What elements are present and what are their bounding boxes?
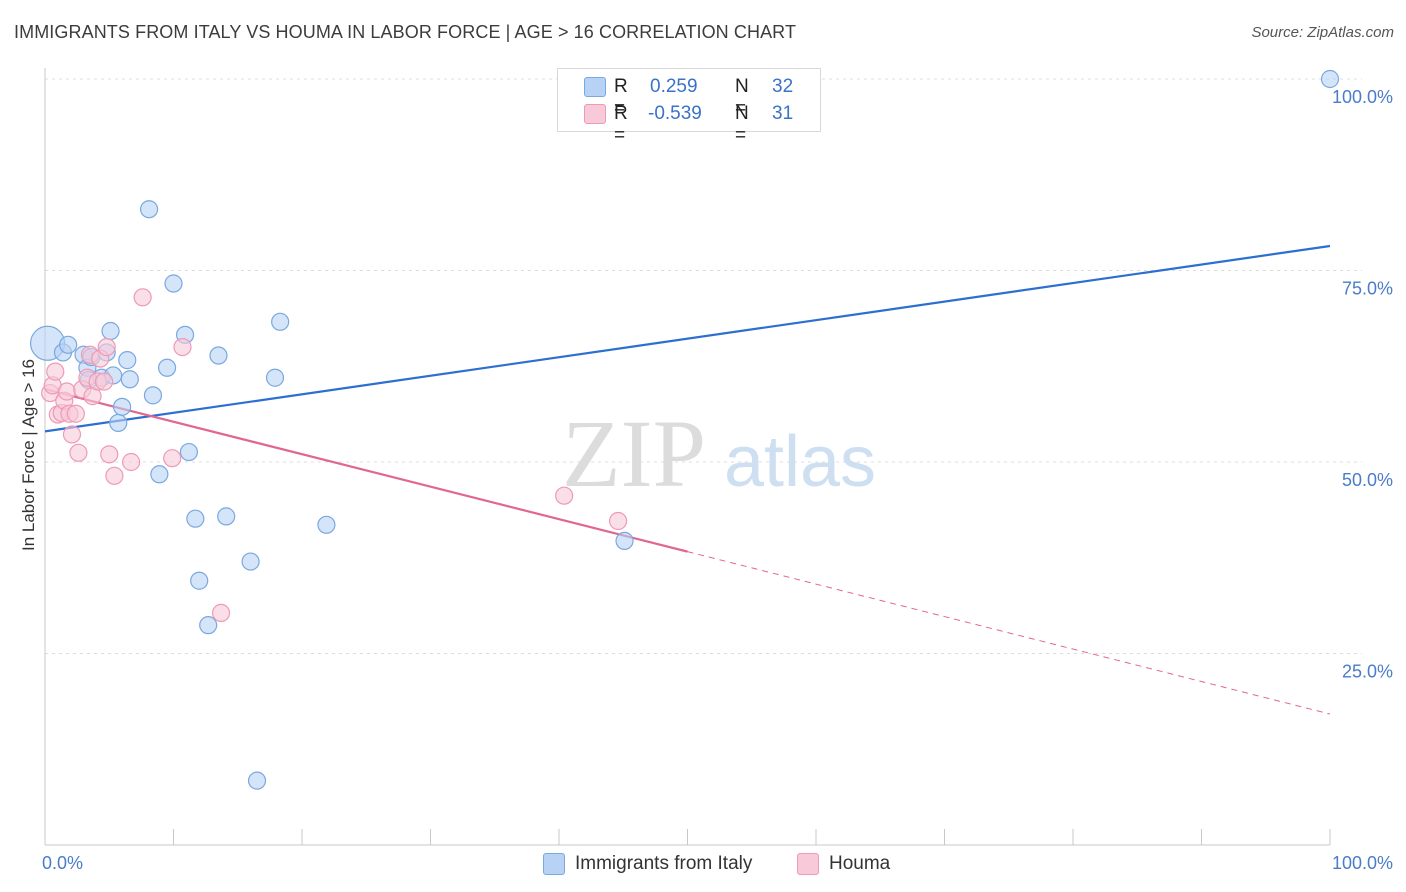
point-houma: [173, 338, 192, 357]
trend-line-houma: [44, 388, 688, 553]
axes: [44, 68, 1331, 846]
legend-swatch-italy: [543, 853, 565, 875]
point-italy: [101, 321, 120, 341]
swatch-houma: [584, 104, 606, 124]
point-italy: [271, 312, 290, 331]
r-label: R =: [614, 76, 628, 119]
source-label: Source: ZipAtlas.com: [1251, 24, 1394, 41]
point-italy: [164, 274, 183, 293]
point-italy: [241, 552, 260, 571]
point-houma: [163, 449, 182, 468]
point-italy: [1320, 69, 1340, 89]
y-tick-label: 100.0%: [1332, 87, 1393, 107]
point-italy: [59, 335, 78, 354]
point-italy: [209, 346, 228, 365]
tick-labels: 100.0% 75.0% 50.0% 25.0% 0.0% 100.0%: [42, 87, 1393, 873]
trend-line-houma: [687, 551, 1331, 715]
point-houma: [95, 372, 114, 391]
data-points: [29, 69, 1340, 790]
point-houma: [121, 452, 141, 472]
point-houma: [555, 486, 574, 505]
point-italy: [199, 616, 218, 635]
swatch-italy: [584, 77, 606, 97]
legend-item-italy: Immigrants from Italy: [543, 851, 783, 879]
trend-line-italy: [44, 244, 1331, 433]
n-label: N =: [735, 103, 749, 146]
y-tick-label: 75.0%: [1342, 279, 1393, 299]
n-label: N =: [735, 76, 749, 119]
x-tick-label: 100.0%: [1332, 853, 1393, 873]
point-italy: [317, 515, 336, 534]
chart-title: IMMIGRANTS FROM ITALY VS HOUMA IN LABOR …: [14, 22, 797, 42]
legend-label-italy: Immigrants from Italy: [575, 853, 753, 874]
point-italy: [143, 386, 163, 405]
legend-item-houma: Houma: [797, 851, 917, 879]
r-label: R =: [614, 103, 628, 146]
point-houma: [62, 425, 82, 444]
point-italy: [615, 531, 634, 550]
point-houma: [105, 466, 124, 485]
watermark: ZIP atlas: [562, 400, 876, 507]
watermark-zip: ZIP: [562, 400, 706, 507]
point-italy: [112, 397, 132, 416]
y-tick-label: 50.0%: [1342, 470, 1393, 490]
r-value: 0.259: [650, 76, 698, 97]
point-italy: [120, 370, 139, 389]
point-italy: [179, 442, 199, 462]
point-houma: [100, 445, 119, 464]
point-houma: [66, 404, 85, 423]
point-houma: [46, 362, 65, 381]
r-value: -0.539: [648, 103, 702, 124]
legend-swatch-houma: [797, 853, 819, 875]
point-italy: [186, 509, 205, 528]
point-italy: [118, 351, 137, 370]
n-value: 32: [772, 76, 794, 97]
point-houma: [609, 511, 628, 531]
point-houma: [69, 443, 88, 462]
trend-lines: [44, 244, 1331, 715]
point-italy: [265, 368, 285, 387]
point-italy: [190, 571, 209, 590]
point-italy: [109, 413, 128, 433]
point-houma: [133, 288, 152, 307]
gridlines: [45, 78, 1362, 654]
point-houma: [211, 603, 231, 623]
y-tick-label: 25.0%: [1342, 662, 1393, 682]
legend-label-houma: Houma: [829, 853, 891, 874]
stats-legend: R = 0.259 N = 32 R = -0.539 N = 31: [557, 68, 821, 146]
point-italy: [150, 465, 169, 484]
x-tick-label: 0.0%: [42, 853, 83, 873]
point-italy: [247, 771, 267, 790]
watermark-atlas: atlas: [724, 422, 876, 502]
point-italy: [139, 200, 159, 219]
point-italy: [217, 507, 236, 526]
point-houma: [57, 382, 76, 401]
n-value: 31: [772, 103, 794, 124]
point-houma: [97, 338, 116, 357]
y-axis-label: In Labor Force | Age > 16: [19, 359, 38, 551]
point-italy: [157, 358, 177, 377]
